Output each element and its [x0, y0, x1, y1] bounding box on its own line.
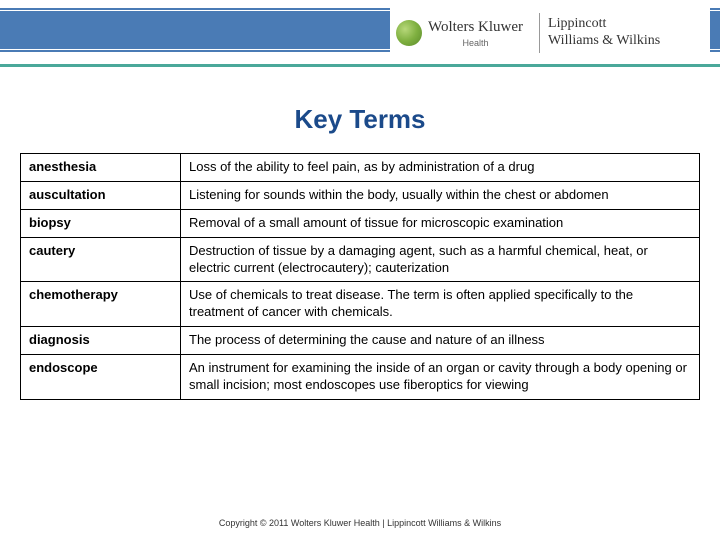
brand-wk-text: Wolters Kluwer [428, 19, 523, 36]
content-area: Key Terms anesthesia Loss of the ability… [0, 66, 720, 400]
term-cell: chemotherapy [21, 282, 181, 327]
definition-cell: Destruction of tissue by a damaging agen… [181, 237, 700, 282]
term-cell: auscultation [21, 181, 181, 209]
brand-health-text: Health [463, 38, 489, 48]
brand-right-line2: Williams & Wilkins [548, 33, 660, 50]
definition-cell: Loss of the ability to feel pain, as by … [181, 154, 700, 182]
footer-copyright: Copyright © 2011 Wolters Kluwer Health |… [0, 518, 720, 528]
header-teal-line [0, 64, 720, 67]
definition-cell: The process of determining the cause and… [181, 327, 700, 355]
table-row: chemotherapy Use of chemicals to treat d… [21, 282, 700, 327]
terms-tbody: anesthesia Loss of the ability to feel p… [21, 154, 700, 400]
term-cell: anesthesia [21, 154, 181, 182]
brand-right: Lippincott Williams & Wilkins [548, 16, 660, 50]
table-row: anesthesia Loss of the ability to feel p… [21, 154, 700, 182]
brand-divider [539, 13, 540, 53]
terms-table: anesthesia Loss of the ability to feel p… [20, 153, 700, 400]
table-row: biopsy Removal of a small amount of tiss… [21, 209, 700, 237]
table-row: auscultation Listening for sounds within… [21, 181, 700, 209]
header-bar: Wolters Kluwer Health Lippincott William… [0, 0, 720, 66]
brand-left: Wolters Kluwer Health [428, 19, 523, 48]
brand-area: Wolters Kluwer Health Lippincott William… [390, 2, 710, 64]
term-cell: cautery [21, 237, 181, 282]
term-cell: diagnosis [21, 327, 181, 355]
table-row: endoscope An instrument for examining th… [21, 355, 700, 400]
table-row: diagnosis The process of determining the… [21, 327, 700, 355]
definition-cell: Removal of a small amount of tissue for … [181, 209, 700, 237]
definition-cell: Listening for sounds within the body, us… [181, 181, 700, 209]
definition-cell: Use of chemicals to treat disease. The t… [181, 282, 700, 327]
brand-right-line1: Lippincott [548, 16, 660, 33]
page-title: Key Terms [20, 104, 700, 135]
term-cell: biopsy [21, 209, 181, 237]
definition-cell: An instrument for examining the inside o… [181, 355, 700, 400]
table-row: cautery Destruction of tissue by a damag… [21, 237, 700, 282]
globe-logo-icon [396, 20, 422, 46]
term-cell: endoscope [21, 355, 181, 400]
